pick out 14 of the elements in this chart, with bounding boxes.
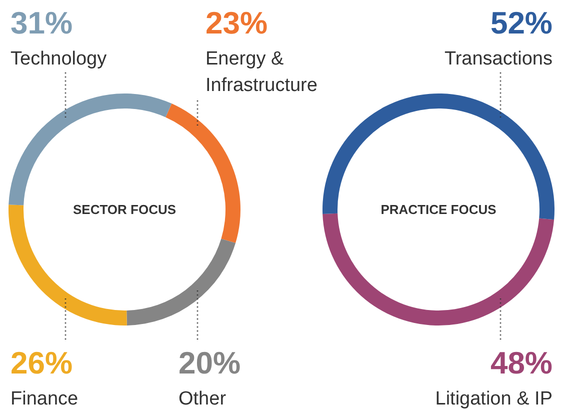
slice-label: Litigation & IP: [435, 388, 553, 410]
slice-label: Finance: [10, 388, 78, 410]
text: PRACTICE FOCUS: [380, 202, 497, 217]
slice-label: Other: [178, 388, 227, 410]
data-label: 26%: [10, 346, 73, 380]
data-label: 20%: [178, 346, 241, 380]
data-label: 52%: [490, 6, 552, 40]
data-label: 23%: [206, 6, 268, 40]
data-label: 48%: [490, 346, 552, 380]
data-label: 31%: [10, 6, 73, 40]
slice-label: Technology: [10, 48, 108, 70]
slice-label: Energy & Infrastructure: [206, 48, 318, 96]
slice-label: Transactions: [444, 48, 552, 70]
text: SECTOR FOCUS: [72, 202, 176, 217]
